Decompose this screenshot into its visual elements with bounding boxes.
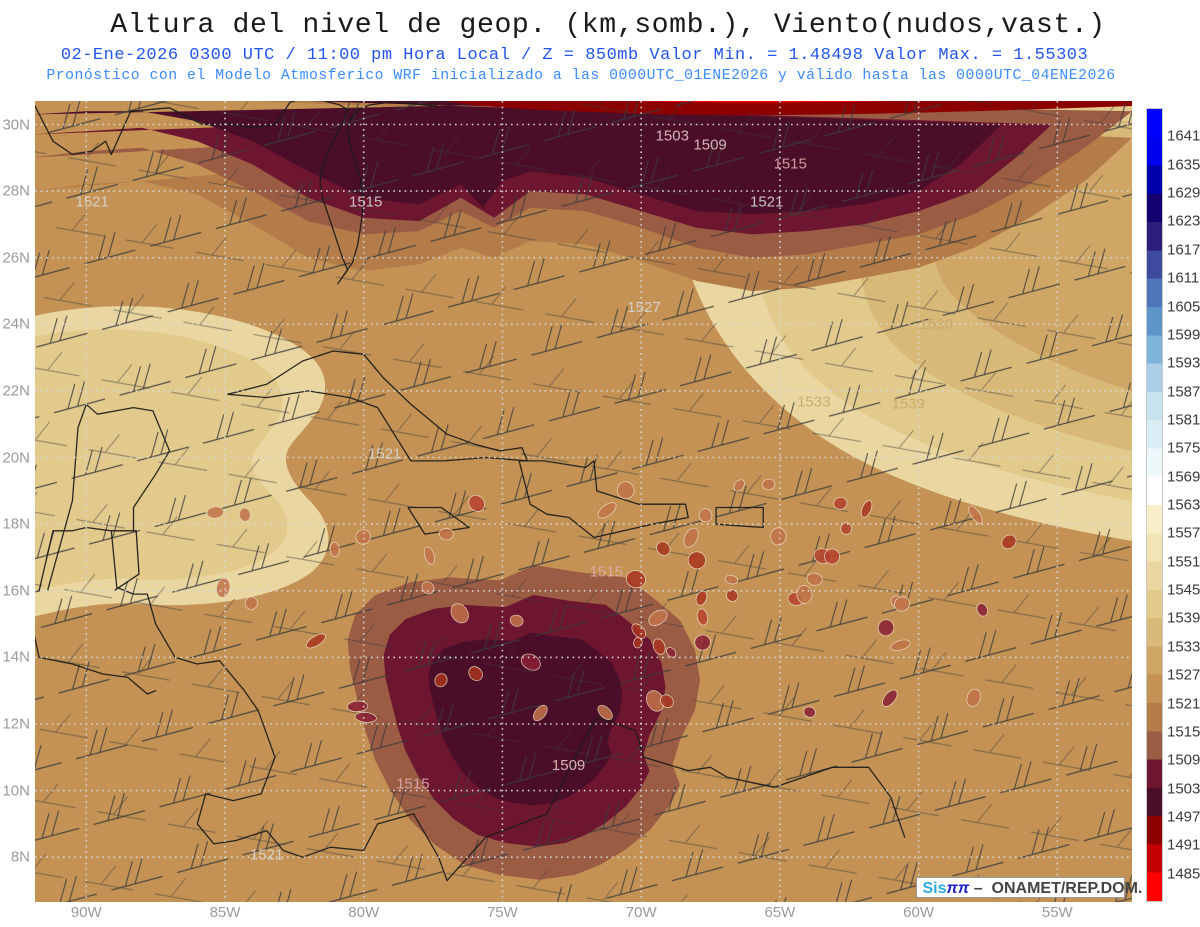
svg-text:1515: 1515 [590,563,623,580]
svg-text:1521: 1521 [250,847,283,864]
svg-text:1515: 1515 [396,776,429,793]
svg-text:1527: 1527 [627,299,660,316]
svg-text:1509: 1509 [552,757,585,774]
svg-text:1539: 1539 [892,395,925,412]
svg-text:1503: 1503 [656,127,689,144]
svg-text:1521: 1521 [368,445,401,462]
svg-text:1521: 1521 [750,193,783,210]
svg-text:1515: 1515 [774,156,807,173]
svg-text:1539: 1539 [1024,231,1057,248]
svg-text:1515: 1515 [349,193,382,210]
svg-text:1533: 1533 [797,394,830,411]
svg-text:1521: 1521 [76,193,109,210]
svg-text:1509: 1509 [693,137,726,154]
